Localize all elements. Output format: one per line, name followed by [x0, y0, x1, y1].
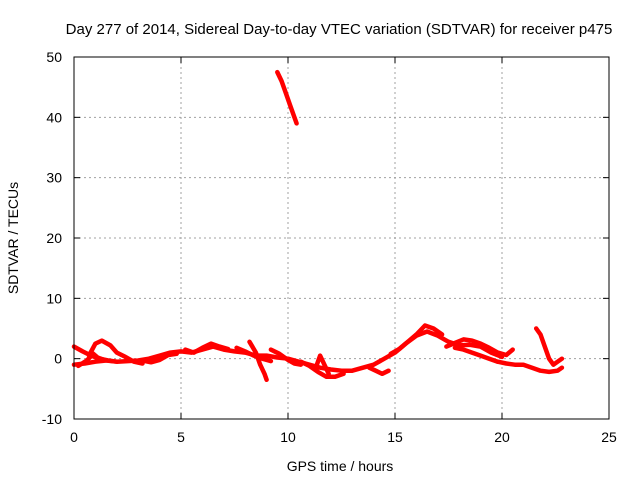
x-tick-label: 10 — [280, 429, 296, 445]
series-arc-12 — [275, 69, 299, 126]
y-axis-label: SDTVAR / TECUs — [5, 182, 21, 294]
series-arc-5 — [140, 351, 179, 365]
y-tick-label: 20 — [46, 230, 62, 246]
grid-lines — [74, 57, 609, 419]
y-tick-label: 30 — [46, 170, 62, 186]
y-tick-label: 0 — [54, 351, 62, 367]
series-arc-13 — [367, 365, 391, 377]
y-tick-label: 50 — [46, 49, 62, 65]
series-arc-14 — [388, 323, 445, 357]
data-series — [71, 69, 565, 383]
series-arc-6 — [183, 341, 231, 355]
series-arc-10 — [298, 359, 346, 380]
series-arc-11 — [313, 353, 331, 377]
series-arc-3 — [86, 338, 145, 366]
series-arc-16 — [452, 345, 500, 364]
x-tick-label: 5 — [177, 429, 185, 445]
y-tick-label: 10 — [46, 290, 62, 306]
series-arc-9 — [268, 347, 304, 367]
x-axis-label: GPS time / hours — [287, 458, 394, 474]
y-tick-labels: -10 0 10 20 30 40 50 — [42, 49, 62, 427]
x-tick-labels: 0 5 10 15 20 25 — [70, 429, 617, 445]
x-tick-label: 20 — [494, 429, 510, 445]
series-arc-15 — [444, 337, 515, 358]
series-arc-7 — [234, 345, 274, 364]
x-tick-label: 15 — [387, 429, 403, 445]
axis-ticks — [73, 56, 610, 420]
series-arc-8 — [247, 339, 269, 383]
x-tick-label: 0 — [70, 429, 78, 445]
y-tick-label: -10 — [42, 411, 62, 427]
y-tick-label: 40 — [46, 109, 62, 125]
x-tick-label: 25 — [601, 429, 617, 445]
series-arc-18 — [533, 326, 565, 367]
series-arc-4 — [76, 351, 107, 369]
series-arc-17 — [495, 359, 565, 375]
chart-title: Day 277 of 2014, Sidereal Day-to-day VTE… — [66, 21, 613, 38]
